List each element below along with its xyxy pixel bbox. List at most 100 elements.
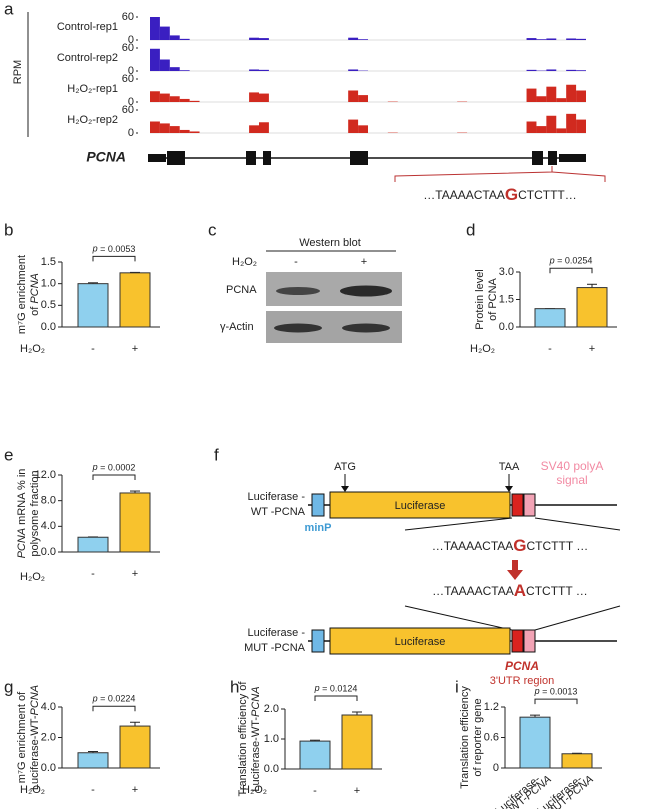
coverage <box>576 90 586 102</box>
sequence: …TAAAACTAAGCTCTTT… <box>423 185 576 204</box>
y-axis-label: of PCNA <box>487 277 499 320</box>
panel-letter: e <box>4 445 13 464</box>
p-value: p = 0.0124 <box>314 683 358 693</box>
y-tick-label: 60 <box>122 11 134 23</box>
band-label: PCNA <box>226 284 257 296</box>
y-tick-label: 0.0 <box>264 763 279 775</box>
y-tick-label: 4.0 <box>41 520 56 532</box>
bar <box>561 753 593 769</box>
y-tick-label: 60 <box>122 73 134 85</box>
y-axis-label: Luciferase-WT-PCNA <box>29 685 41 790</box>
reporter-label: Luciferase <box>395 636 446 648</box>
track-label: Control-rep1 <box>57 21 118 33</box>
significance-bracket <box>92 474 136 481</box>
sequence-part: CTCTTT … <box>526 584 588 598</box>
lane-label: - <box>294 256 298 268</box>
coverage <box>546 38 557 40</box>
blot-title: Western blot <box>299 237 361 249</box>
x-tick-label: - <box>91 784 95 796</box>
coverage <box>566 38 577 40</box>
y-axis-label: m⁷G enrichment of <box>16 691 28 783</box>
x-tick-label: + <box>132 343 138 355</box>
p-value: p = 0.0002 <box>92 462 136 472</box>
bar <box>77 752 109 769</box>
construct-label: Luciferase - <box>248 627 306 639</box>
coverage <box>358 125 368 133</box>
x-tick-label: - <box>548 343 552 355</box>
y-tick-label: 0.6 <box>484 731 499 743</box>
track-label: Control-rep2 <box>57 52 118 64</box>
sequence-part: …TAAAACTAA <box>423 188 505 202</box>
y-tick-label: 0.0 <box>41 321 56 333</box>
promoter-label: minP <box>305 522 332 534</box>
coverage <box>169 67 180 71</box>
lane-label: + <box>361 256 367 268</box>
coverage <box>259 93 269 102</box>
coverage <box>179 129 190 133</box>
sequence-part: CTCTTT… <box>518 188 577 202</box>
coverage <box>536 96 547 102</box>
y-tick-label: 0 <box>493 762 499 774</box>
sequence: …TAAAACTAAACTCTTT … <box>432 581 588 600</box>
y-tick-label: 1.5 <box>499 293 514 305</box>
sequence-site: G <box>513 536 526 555</box>
coverage <box>546 86 557 102</box>
coverage <box>159 93 170 102</box>
panel-letter: h <box>230 677 239 696</box>
coverage <box>576 119 586 133</box>
x-tick-label: + <box>132 784 138 796</box>
y-tick-label: 0 <box>128 65 134 77</box>
construct-wt <box>308 474 617 519</box>
significance-bracket <box>314 695 358 701</box>
y-tick-label: 0 <box>128 127 134 139</box>
y-tick-label: 0.0 <box>499 321 514 333</box>
y-axis-label: Protein level <box>474 269 486 330</box>
coverage <box>150 91 160 102</box>
bar <box>519 716 551 769</box>
coverage <box>556 128 567 133</box>
construct-mut <box>308 627 617 655</box>
band <box>340 285 392 297</box>
bar <box>299 740 331 770</box>
signal-label: SV40 polyA <box>541 459 604 473</box>
y-axis-label: Luciferase-WT-PCNA <box>250 686 262 791</box>
coverage <box>179 70 190 71</box>
coverage <box>159 123 170 133</box>
bar <box>119 492 151 553</box>
coverage <box>249 92 259 102</box>
coverage <box>566 113 577 133</box>
y-tick-label: 2.0 <box>41 731 56 743</box>
construct-label: WT -PCNA <box>251 506 306 518</box>
y-axis-label: Translation efficiency of <box>237 681 249 797</box>
coverage <box>358 95 368 102</box>
coverage <box>526 69 537 71</box>
y-tick-label: 1.0 <box>264 733 279 745</box>
sequence-site: A <box>514 581 526 600</box>
coverage <box>249 69 259 71</box>
x-tick-label: + <box>354 785 360 797</box>
panel-letter: b <box>4 220 13 239</box>
coverage <box>536 126 547 133</box>
reporter-label: Luciferase <box>395 500 446 512</box>
y-tick-label: 2.0 <box>264 703 279 715</box>
exons <box>148 151 586 165</box>
band-label: γ-Actin <box>220 321 254 333</box>
coverage <box>249 37 259 40</box>
coverage <box>159 59 170 71</box>
coverage <box>348 37 359 40</box>
coverage <box>526 88 537 102</box>
x-axis-label: H₂O₂ <box>242 784 267 796</box>
region-label: PCNA <box>505 659 539 673</box>
codon-label: TAA <box>499 461 520 473</box>
bar <box>77 283 109 328</box>
bar <box>576 287 608 328</box>
track-label: H₂O₂-rep2 <box>67 114 118 126</box>
bar <box>341 714 373 770</box>
p-value: p = 0.0053 <box>92 244 136 254</box>
zoom-lines <box>404 517 621 631</box>
bar <box>77 536 109 553</box>
y-axis-label: of PCNA <box>29 273 41 316</box>
y-axis-label: PCNA mRNA % in <box>16 469 28 559</box>
y-axis-label: m⁷G enrichment <box>16 255 28 334</box>
